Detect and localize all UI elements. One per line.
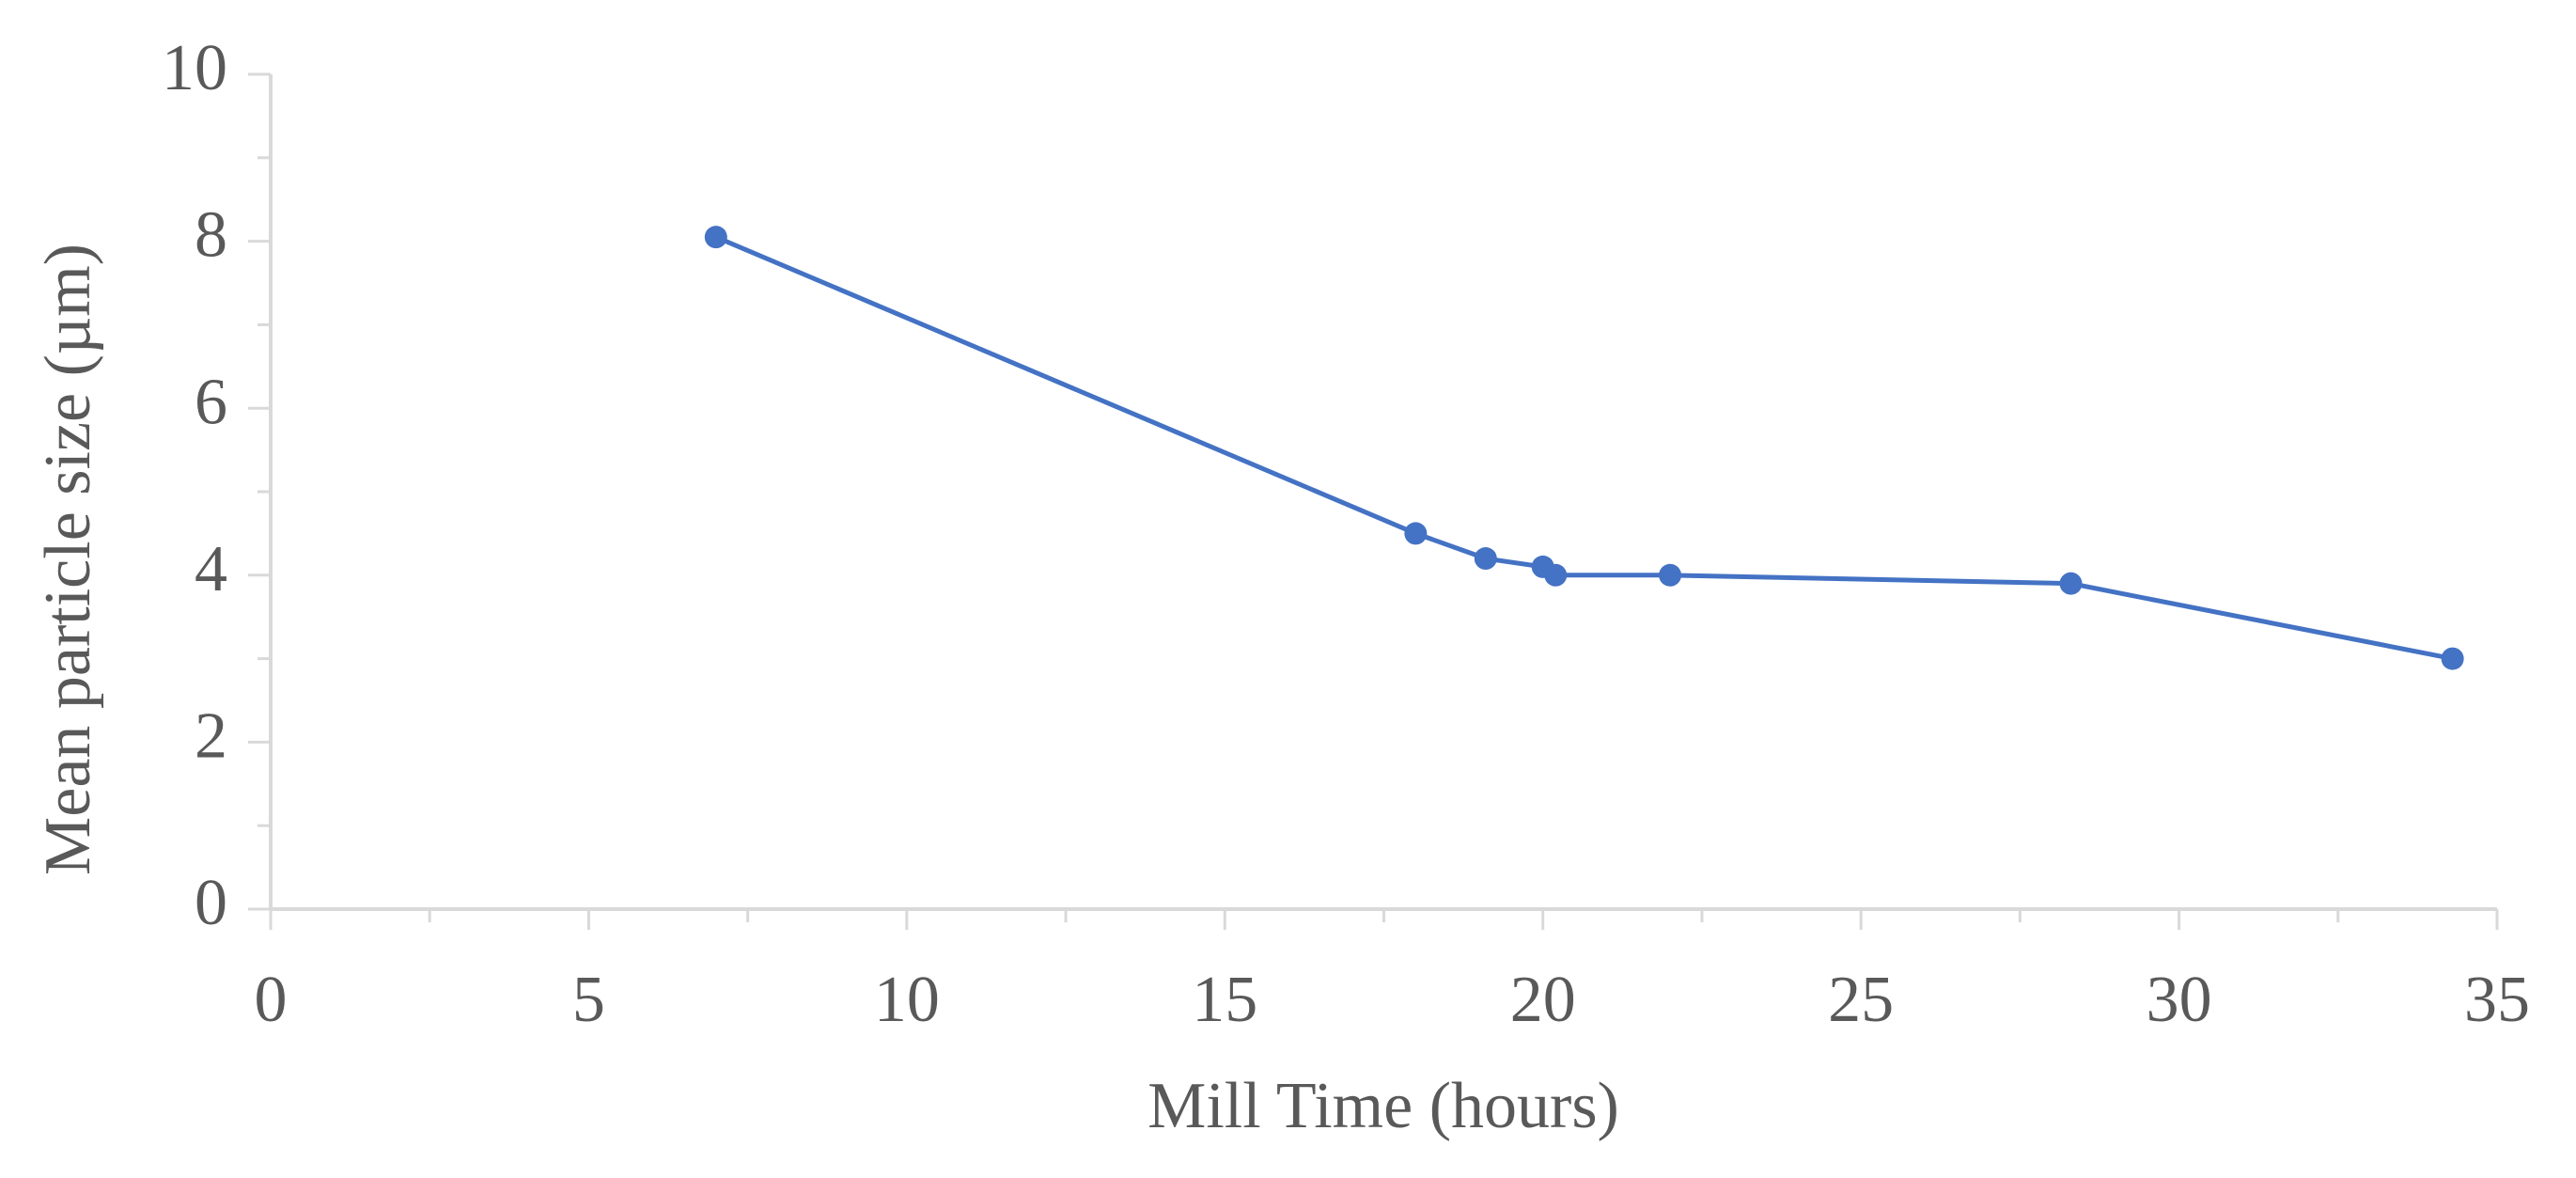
x-tick-label: 20 [1510, 964, 1576, 1036]
data-point [1474, 547, 1497, 571]
y-tick-label: 6 [195, 366, 227, 438]
y-tick-label: 2 [195, 699, 227, 772]
data-point [704, 226, 727, 249]
y-axis-label: Mean particle size (µm) [32, 243, 104, 875]
y-tick-label: 4 [195, 533, 227, 605]
y-tick-label: 8 [195, 199, 227, 272]
x-tick-label: 15 [1192, 964, 1257, 1036]
data-point [2441, 647, 2464, 670]
data-point [2059, 572, 2083, 595]
x-tick-label: 25 [1828, 964, 1894, 1036]
y-tick-label: 0 [195, 867, 227, 939]
data-point [1659, 563, 1682, 587]
y-tick-label: 10 [162, 32, 227, 104]
x-tick-label: 10 [874, 964, 940, 1036]
x-tick-label: 0 [255, 964, 288, 1036]
x-tick-label: 30 [2147, 964, 2212, 1036]
x-axis-label: Mill Time (hours) [1147, 1070, 1619, 1142]
data-line [714, 234, 2454, 662]
x-tick-label: 5 [572, 964, 605, 1036]
data-point [1544, 563, 1568, 587]
x-tick-label: 35 [2464, 964, 2530, 1036]
data-point [1404, 522, 1428, 545]
